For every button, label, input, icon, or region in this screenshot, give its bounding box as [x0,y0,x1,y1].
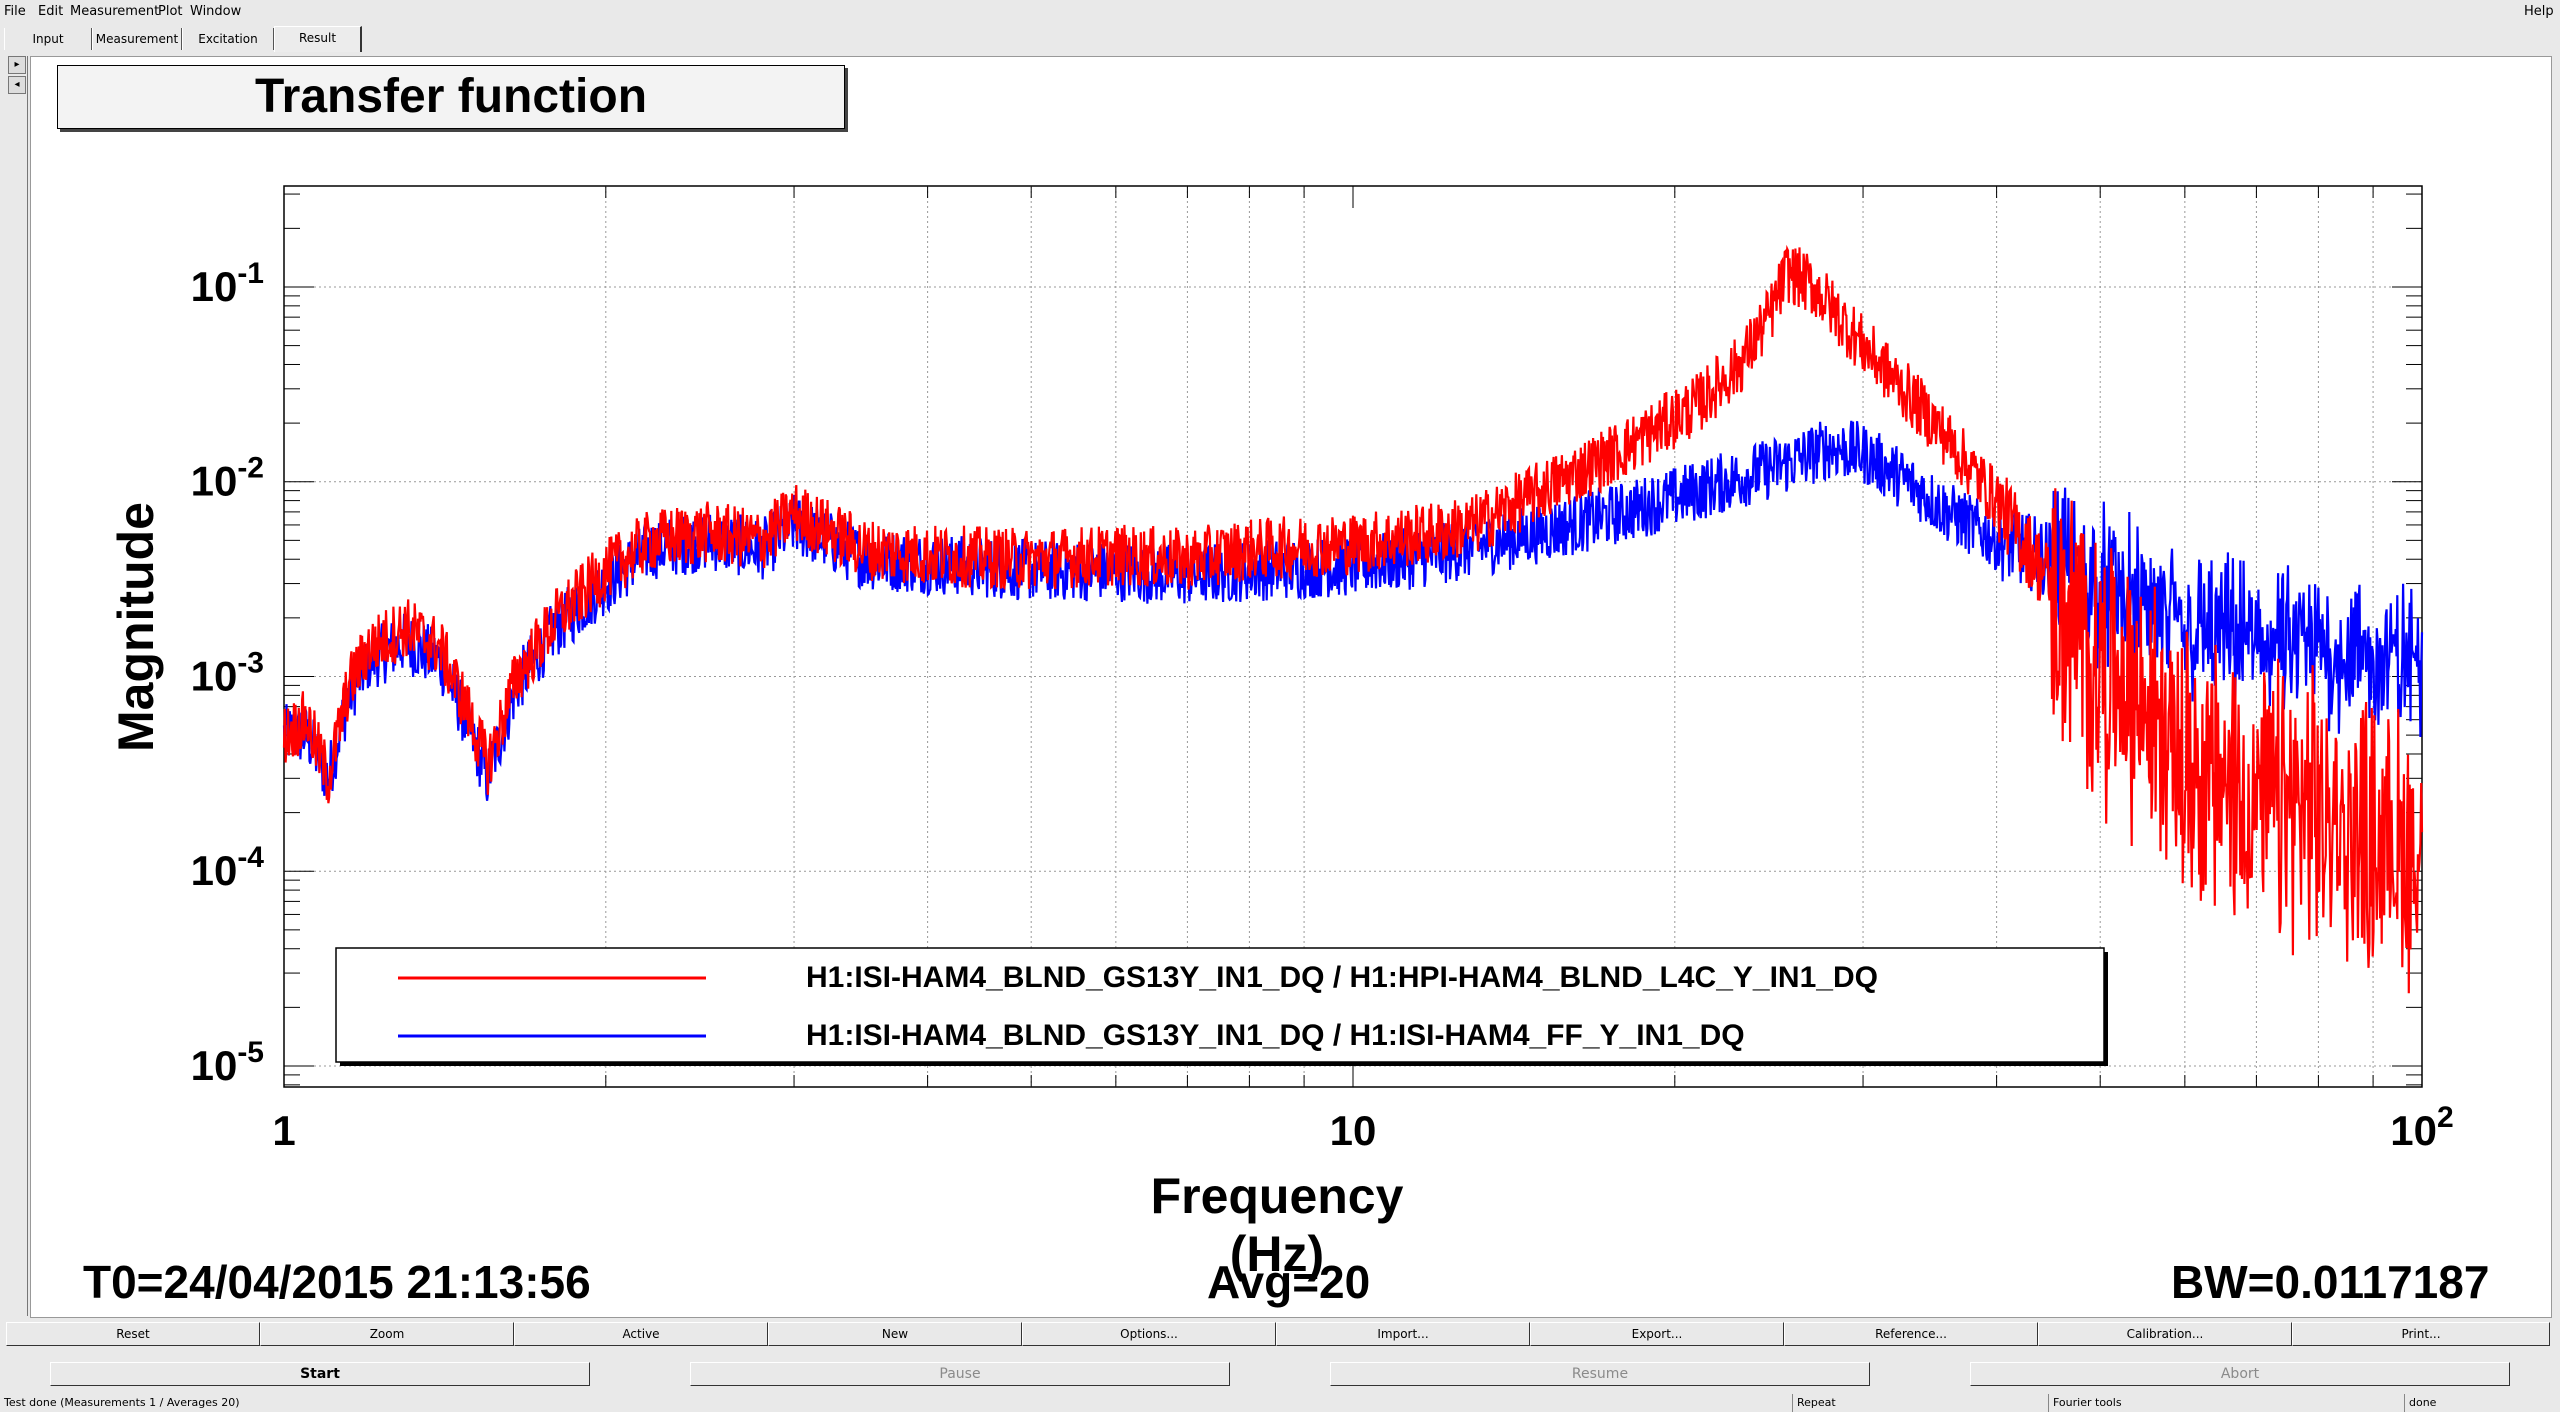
tab-excitation[interactable]: Excitation [182,28,274,50]
left-arrow-icon[interactable]: ◂ [8,76,26,94]
x-tick-label: 102 [2390,1101,2453,1154]
status-repeat: Repeat [1792,1394,2048,1412]
status-message: Test done (Measurements 1 / Averages 20) [4,1396,240,1409]
status-tools: Fourier tools [2048,1394,2404,1412]
tab-measurement[interactable]: Measurement [92,28,182,50]
plot-canvas[interactable]: 1 10 102 10-1 10-2 10-3 10-4 10-5 H1:ISI-HAM4_BL… [30,56,2552,1318]
legend-box [335,947,2105,1063]
y-tick-label: 10-2 [191,452,264,505]
status-state: done [2404,1394,2560,1412]
plot-title: Transfer function [57,65,845,129]
new-button[interactable]: New [768,1322,1022,1346]
tab-result[interactable]: Result [274,26,362,52]
info-bw: BW=0.0117187 [2171,1256,2490,1308]
active-button[interactable]: Active [514,1322,768,1346]
menu-plot[interactable]: Plot [158,4,183,19]
start-button[interactable]: Start [50,1362,590,1386]
x-axis-label: Frequency (Hz) [1150,1168,1404,1282]
menu-measurement[interactable]: Measurement [70,4,160,19]
zoom-button[interactable]: Zoom [260,1322,514,1346]
tab-bar: Input Measurement Excitation Result [0,26,2560,52]
y-tick-label: 10-3 [191,646,264,699]
menu-window[interactable]: Window [190,4,242,19]
info-avg: Avg=20 [1207,1256,1371,1308]
tab-input[interactable]: Input [4,28,92,50]
chart-svg[interactable]: 1 10 102 10-1 10-2 10-3 10-4 10-5 H1:ISI-HAM4_BL… [31,57,2551,1317]
info-t0: T0=24/04/2015 21:13:56 [83,1256,591,1308]
reset-button[interactable]: Reset [6,1322,260,1346]
y-tick-label: 10-5 [191,1036,264,1089]
button-row-1: Reset Zoom Active New Options... Import.… [0,1322,2560,1348]
pause-button[interactable]: Pause [690,1362,1230,1386]
resume-button[interactable]: Resume [1330,1362,1870,1386]
right-arrow-icon[interactable]: ▸ [8,56,26,74]
options-button[interactable]: Options... [1022,1322,1276,1346]
y-tick-label: 10-4 [191,841,265,894]
status-bar: Test done (Measurements 1 / Averages 20)… [0,1394,2560,1412]
menu-help[interactable]: Help [2524,4,2554,19]
menu-bar: File Edit Measurement Plot Window Help [0,0,2560,24]
print-button[interactable]: Print... [2292,1322,2550,1346]
x-tick-label: 1 [272,1107,295,1154]
menu-edit[interactable]: Edit [38,4,64,19]
legend-entry: H1:ISI-HAM4_BLND_GS13Y_IN1_DQ / H1:HPI-H… [806,961,1878,994]
import-button[interactable]: Import... [1276,1322,1530,1346]
legend-entry: H1:ISI-HAM4_BLND_GS13Y_IN1_DQ / H1:ISI-H… [806,1019,1745,1052]
button-row-2: Start Pause Resume Abort [0,1362,2560,1388]
x-tick-label: 10 [1330,1107,1377,1154]
abort-button[interactable]: Abort [1970,1362,2510,1386]
left-strip: ▸ ◂ [6,56,28,1316]
y-tick-label: 10-1 [191,257,264,310]
menu-file[interactable]: File [4,4,26,19]
series-line-1 [282,244,2424,994]
reference-button[interactable]: Reference... [1784,1322,2038,1346]
y-axis-label: Magnitude [108,502,164,752]
export-button[interactable]: Export... [1530,1322,1784,1346]
calibration-button[interactable]: Calibration... [2038,1322,2292,1346]
